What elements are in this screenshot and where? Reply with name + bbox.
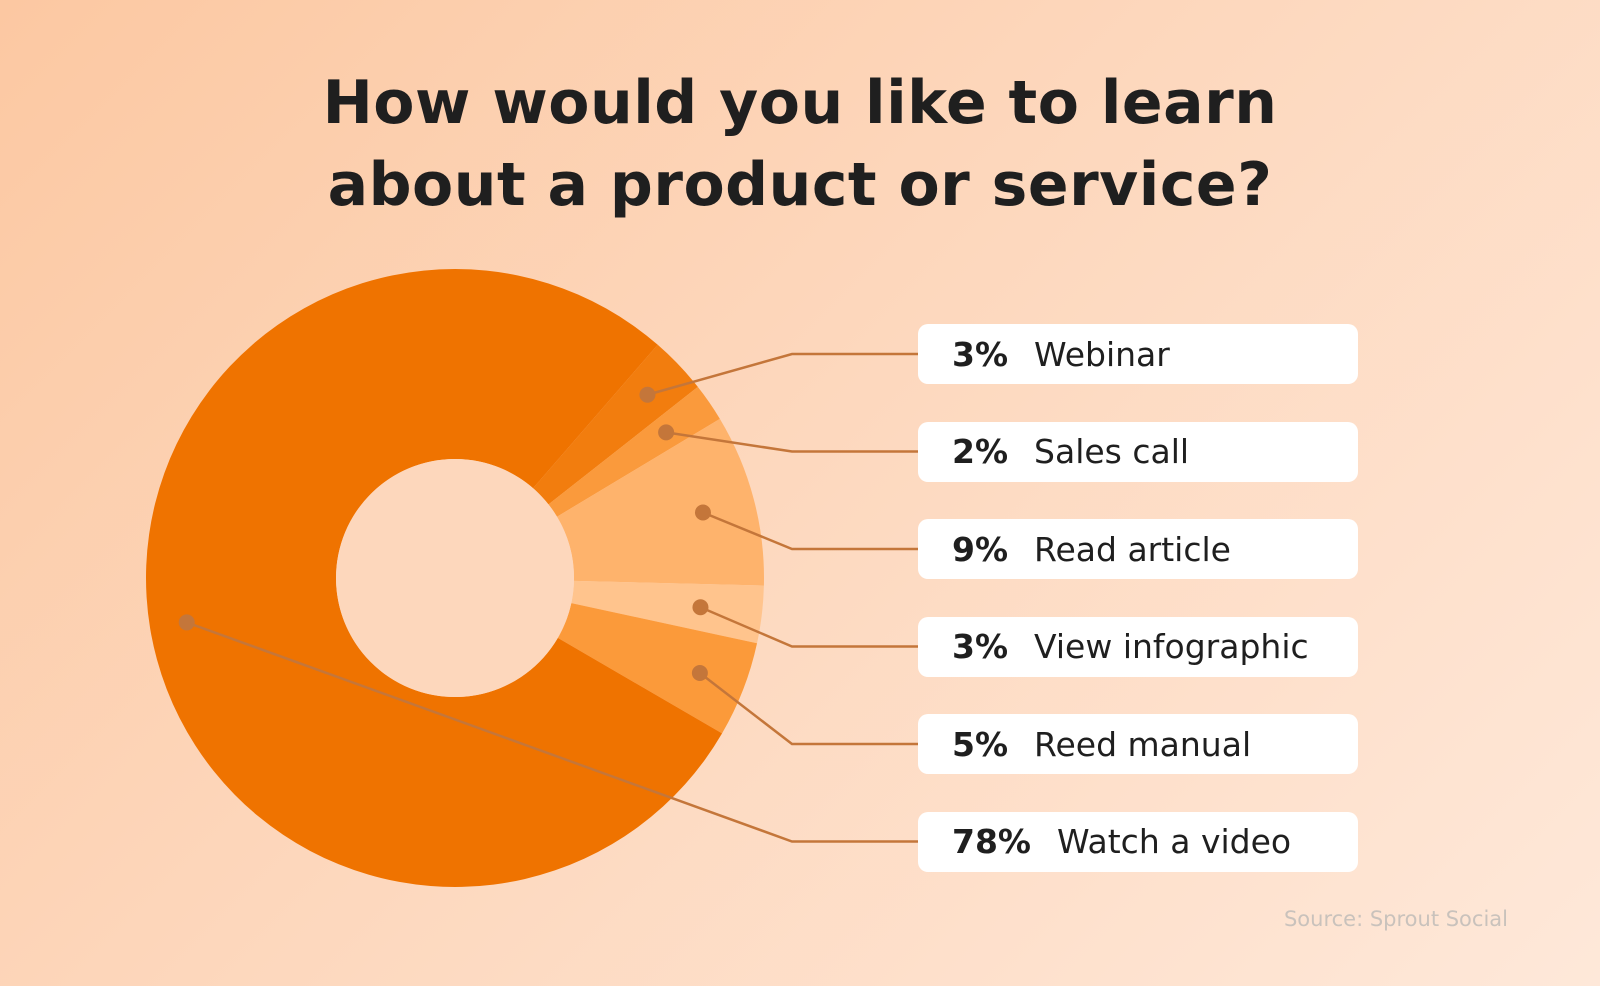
- leader-line-reed-manual: [699, 671, 918, 746]
- chart-title-line-1: How would you like to learn: [322, 68, 1278, 138]
- source-note: Source: Sprout Social: [1283, 907, 1508, 931]
- data-label-category: Sales call: [1034, 432, 1190, 471]
- data-label-category: View infographic: [1034, 627, 1309, 666]
- leader-line-webinar: [647, 352, 918, 396]
- leader-line-view-infographic: [699, 606, 918, 648]
- label-box-read-article: 9% Read article: [918, 519, 1358, 579]
- leader-line-sales-call: [665, 431, 918, 453]
- label-box-sales-call: 2% Sales call: [918, 421, 1358, 482]
- data-label-category: Webinar: [1034, 334, 1170, 374]
- leader-dot-sales-call: [658, 424, 675, 441]
- data-label-percent: 5%: [952, 724, 1009, 764]
- leader-dot-webinar: [639, 386, 656, 403]
- data-label-category: Watch a video: [1057, 822, 1292, 861]
- leader-dot-view-infographic: [692, 599, 709, 616]
- leader-dot-reed-manual: [691, 664, 708, 681]
- leader-dot-read-article: [694, 504, 711, 521]
- donut-slice-view-infographic: [571, 580, 764, 644]
- label-box-view-infographic: 3% View infographic: [918, 616, 1358, 677]
- data-label-percent: 3%: [952, 334, 1009, 374]
- donut-slice-sales-call: [548, 386, 720, 517]
- leader-line-read-article: [702, 511, 918, 551]
- label-box-reed-manual: 5% Reed manual: [918, 714, 1358, 774]
- chart-title-line-2: about a product or service?: [327, 150, 1273, 220]
- donut-slice-read-article: [557, 418, 764, 586]
- leader-dot-watch-a-video: [178, 614, 195, 631]
- data-label-percent: 78%: [952, 822, 1031, 861]
- label-box-watch-a-video: 78% Watch a video: [918, 811, 1358, 872]
- data-label-percent: 3%: [952, 627, 1009, 666]
- donut-slice-webinar: [533, 344, 698, 505]
- chart-title: How would you like to learn about a prod…: [0, 62, 1600, 226]
- donut-hole: [336, 459, 574, 697]
- donut-slice-watch-a-video: [146, 268, 723, 888]
- data-label-percent: 2%: [952, 432, 1009, 471]
- leader-line-watch-a-video: [186, 621, 918, 843]
- data-label-percent: 9%: [952, 529, 1009, 569]
- data-label-category: Read article: [1034, 529, 1231, 569]
- donut-slice-reed-manual: [557, 603, 758, 734]
- data-label-category: Reed manual: [1034, 724, 1252, 764]
- label-box-webinar: 3% Webinar: [918, 324, 1358, 384]
